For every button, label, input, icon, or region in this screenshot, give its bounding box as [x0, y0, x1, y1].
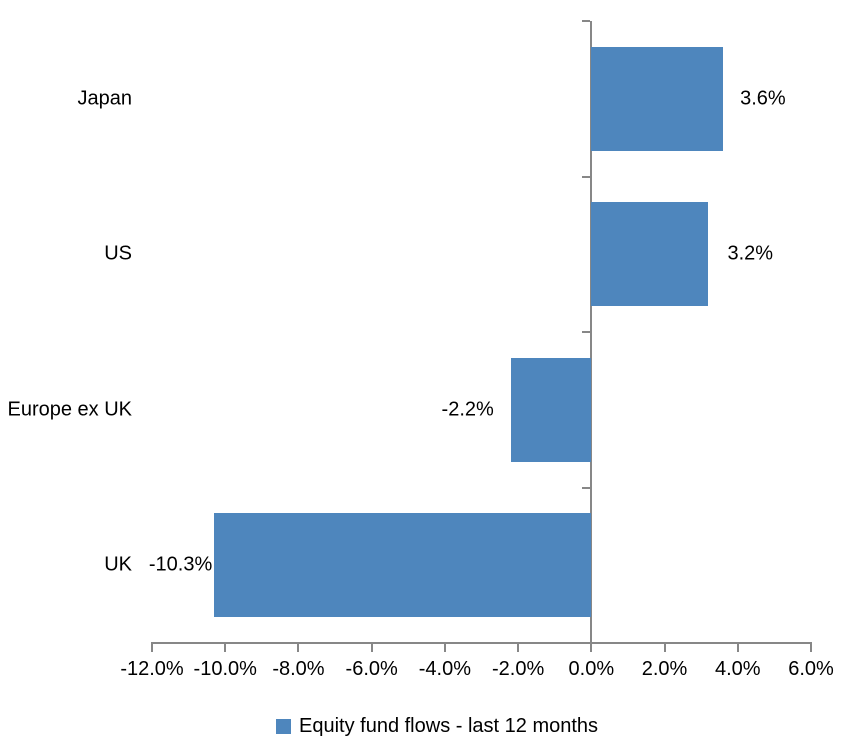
category-label-us: US [104, 242, 132, 265]
value-label-uk: -10.3% [148, 553, 213, 576]
bar-uk [214, 513, 592, 618]
x-axis-tick-label: 0.0% [568, 658, 615, 680]
x-axis-tick-label: 2.0% [641, 658, 688, 680]
x-axis-tick-label: -10.0% [193, 658, 257, 680]
x-axis-tick-label: -8.0% [272, 658, 325, 680]
x-axis-tick [224, 644, 227, 652]
x-axis-tick [151, 644, 153, 652]
legend-label: Equity fund flows - last 12 months [299, 714, 599, 737]
y-axis-tick [582, 486, 591, 489]
bar-japan [591, 46, 724, 151]
bar-us [591, 202, 709, 307]
y-axis-line [590, 21, 593, 644]
x-axis-tick [517, 644, 520, 652]
bar-europe-ex-uk [510, 357, 592, 462]
category-label-japan: Japan [77, 87, 133, 110]
y-axis-tick [582, 20, 591, 22]
y-axis-tick [582, 331, 591, 333]
x-axis-tick-label: -6.0% [345, 658, 398, 680]
x-axis-tick [810, 644, 812, 652]
value-label-japan: 3.6% [740, 87, 786, 110]
category-label-uk: UK [104, 553, 132, 576]
category-label-europe-ex-uk: Europe ex UK [7, 398, 132, 421]
x-axis-tick [663, 644, 666, 652]
x-axis-tick-label: 6.0% [788, 658, 834, 680]
x-axis-tick [736, 644, 739, 652]
value-label-europe-ex-uk: -2.2% [441, 398, 494, 421]
y-axis-tick [582, 175, 591, 178]
x-axis-tick [297, 644, 300, 652]
value-label-us: 3.2% [727, 242, 774, 265]
x-axis-tick [443, 644, 446, 652]
x-axis-tick [590, 644, 593, 652]
x-axis-tick-label: -2.0% [491, 658, 545, 680]
legend-swatch-icon [276, 718, 291, 734]
x-axis-tick [370, 644, 373, 652]
legend: Equity fund flows - last 12 months [276, 714, 598, 738]
x-axis-tick-label: 4.0% [714, 658, 761, 680]
x-axis-tick-label: -12.0% [120, 658, 184, 680]
x-axis-line [151, 642, 812, 644]
x-axis-tick-label: -4.0% [418, 658, 471, 680]
